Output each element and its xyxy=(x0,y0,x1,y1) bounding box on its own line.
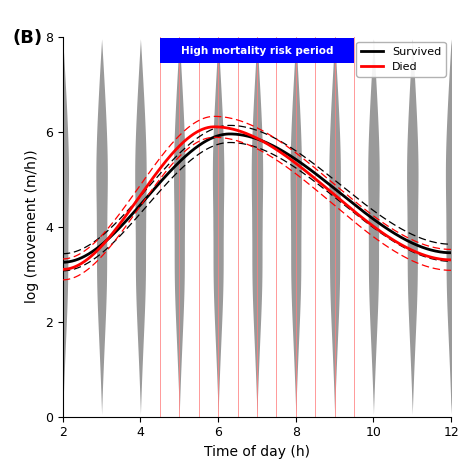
Text: (B): (B) xyxy=(12,29,42,47)
Bar xyxy=(160,38,354,63)
Legend: Survived, Died: Survived, Died xyxy=(356,42,446,76)
Y-axis label: log (movement (m/h)): log (movement (m/h)) xyxy=(26,150,39,303)
Text: High mortality risk period: High mortality risk period xyxy=(181,46,333,56)
X-axis label: Time of day (h): Time of day (h) xyxy=(204,445,310,459)
